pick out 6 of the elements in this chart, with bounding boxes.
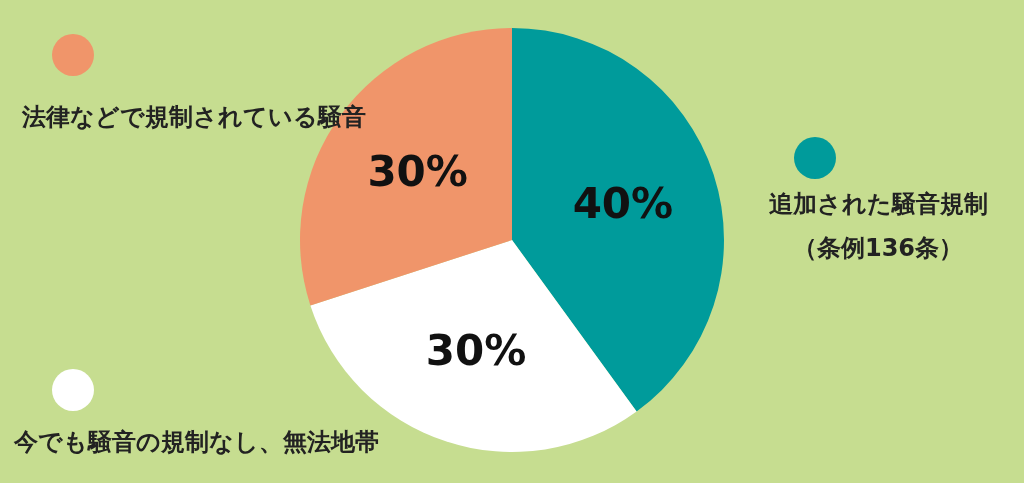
legend-label: 法律などで規制されている騒音 xyxy=(21,103,366,131)
data-label: 30% xyxy=(425,326,527,376)
legend-label: 今でも騒音の規制なし、無法地帯 xyxy=(13,428,379,456)
data-label: 40% xyxy=(572,179,674,229)
legend-label: 追加された騒音規制（条例136条） xyxy=(768,190,988,262)
data-label: 30% xyxy=(367,146,468,196)
